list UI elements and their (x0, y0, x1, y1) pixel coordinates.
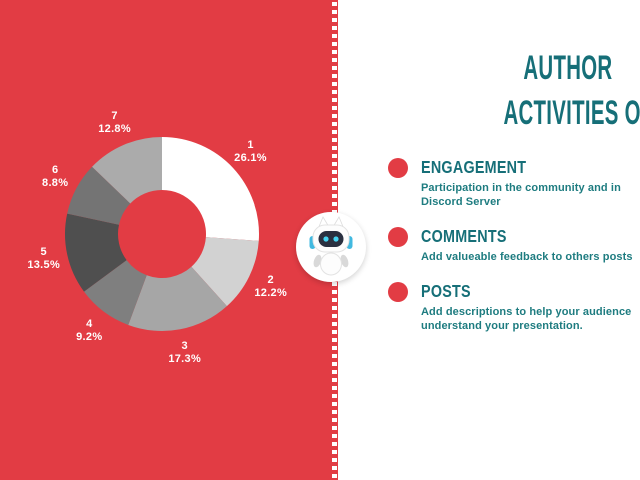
chart-label-6: 6 8.8% (42, 164, 69, 190)
chart-label-4: 4 9.2% (76, 317, 103, 343)
bullet-posts: POSTS Add descriptions to help your audi… (388, 281, 639, 333)
donut-segment-2 (191, 237, 259, 307)
donut-segment-3 (128, 266, 227, 332)
donut-segment-7 (92, 137, 162, 204)
red-dot-icon (388, 158, 408, 178)
bullet-description: Add valueable feedback to others posts (421, 251, 633, 263)
robot-icon (309, 216, 353, 276)
chart-label-1: 1 26.1% (234, 138, 267, 164)
bullet-heading: COMMENTS (421, 226, 507, 246)
robot-mascot-icon (296, 212, 366, 282)
title-line-2: ACTIVITIES OVERVIEW (503, 94, 640, 132)
chart-label-3: 3 17.3% (168, 339, 202, 365)
page-title: AUTHOR ACTIVITIES OVERVIEW (348, 46, 640, 136)
bullet-engagement: ENGAGEMENT Participation in the communit… (388, 157, 639, 209)
bullet-comments: COMMENTS Add valueable feedback to other… (388, 226, 639, 264)
donut-segment-1 (162, 137, 259, 241)
title-line-1: AUTHOR (522, 49, 612, 87)
donut-chart (65, 137, 259, 332)
bullet-list: ENGAGEMENT Participation in the communit… (388, 157, 639, 350)
donut-segment-6 (67, 166, 131, 225)
chart-label-7: 7 12.8% (98, 109, 131, 135)
content-panel: AUTHOR ACTIVITIES OVERVIEW ENGAGEMENT Pa… (338, 0, 640, 480)
chart-panel: 1 26.1% 2 12.2% 3 17.3% 4 9.2% 5 13.5% 6 8.8% 7 12.8% (0, 0, 338, 480)
red-dot-icon (388, 282, 408, 302)
bullet-description: Participation in the community and in Di… (421, 182, 621, 208)
bullet-heading: POSTS (421, 281, 471, 301)
donut-segment-4 (84, 260, 147, 325)
bullet-description: Add descriptions to help your audience u… (421, 306, 632, 332)
chart-label-5: 5 13.5% (27, 246, 61, 272)
red-dot-icon (388, 227, 408, 247)
chart-label-2: 2 12.2% (254, 274, 288, 300)
bullet-heading: ENGAGEMENT (421, 157, 527, 177)
donut-segment-5 (65, 213, 127, 292)
